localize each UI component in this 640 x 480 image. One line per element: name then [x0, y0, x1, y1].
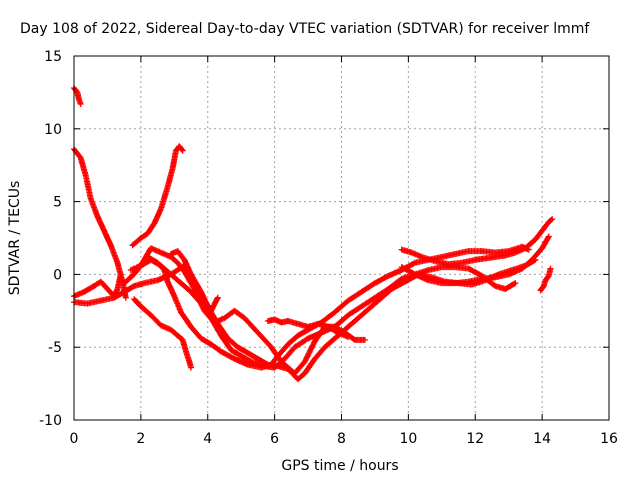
- marker-trace: [71, 271, 124, 300]
- series-track-l: [264, 316, 352, 340]
- series-track-k: [398, 233, 552, 287]
- x-tick-label: 12: [466, 431, 484, 447]
- marker-trace: [168, 248, 539, 383]
- grid: [74, 56, 609, 420]
- x-tick-label: 8: [337, 431, 346, 447]
- marker-trace: [71, 85, 84, 107]
- y-tick-label: -5: [48, 340, 62, 356]
- x-tick-label: 16: [600, 431, 618, 447]
- y-tick-label: -10: [39, 413, 62, 429]
- series-track-d: [71, 271, 124, 300]
- marker-trace: [131, 296, 194, 371]
- series-track-f: [131, 296, 194, 371]
- x-tick-label: 10: [399, 431, 417, 447]
- marker-trace: [264, 316, 352, 340]
- y-tick-label: 15: [44, 49, 62, 65]
- marker-trace: [398, 233, 552, 287]
- marker-trace: [129, 143, 186, 249]
- x-tick-label: 4: [203, 431, 212, 447]
- x-tick-label: 0: [70, 431, 79, 447]
- plot-data: [71, 85, 556, 383]
- y-tick-label: 10: [44, 122, 62, 138]
- series-track-n: [537, 265, 554, 294]
- y-tick-label: 0: [53, 267, 62, 283]
- marker-trace: [144, 243, 532, 371]
- series-track-j: [144, 243, 532, 371]
- x-axis-label: GPS time / hours: [281, 458, 398, 474]
- series-track-a: [71, 85, 84, 107]
- x-tick-label: 14: [533, 431, 551, 447]
- series-track-i: [168, 248, 539, 383]
- series-track-e: [129, 143, 186, 249]
- x-tick-label: 2: [136, 431, 145, 447]
- chart-title: Day 108 of 2022, Sidereal Day-to-day VTE…: [20, 21, 590, 37]
- y-tick-label: 5: [53, 195, 62, 211]
- marker-trace: [537, 265, 554, 294]
- x-tick-label: 6: [270, 431, 279, 447]
- marker-trace: [398, 216, 556, 268]
- y-axis-label: SDTVAR / TECUs: [7, 181, 23, 296]
- axis-ticks: 0 2 4 6 8 10 12 14 16 -10 -5 0 5 10 15: [39, 49, 618, 447]
- series-track-m: [398, 216, 556, 268]
